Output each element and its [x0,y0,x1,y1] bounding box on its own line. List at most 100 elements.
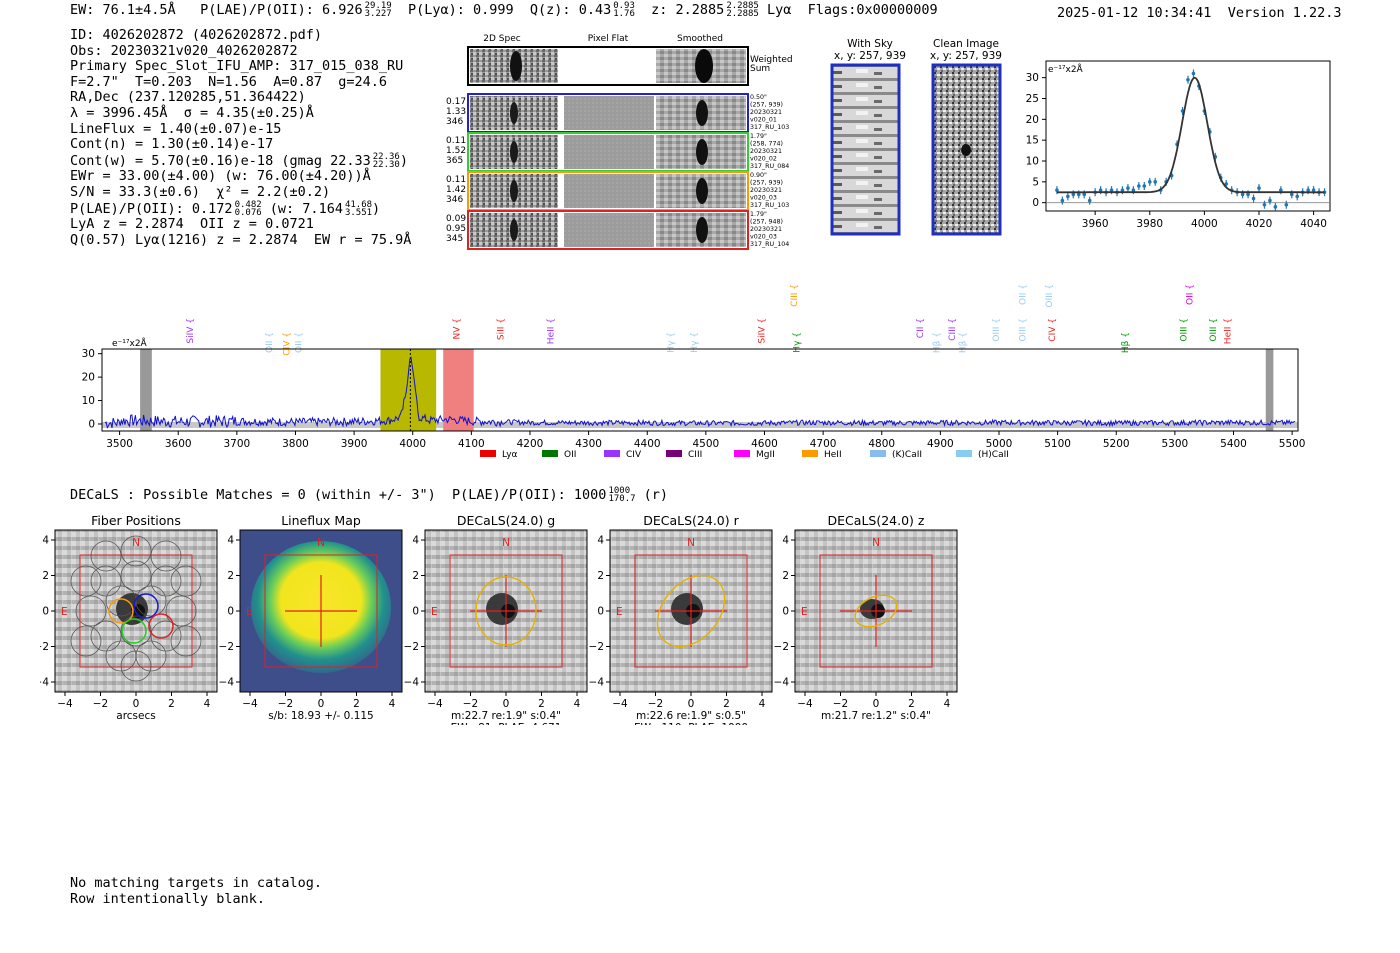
spec-x-tick-label: 5000 [986,438,1013,450]
info-lambda: λ = 3996.45Å σ = 4.35(±0.25)Å [70,104,314,121]
fit-model-curve [1056,76,1325,194]
legend-label: (H)CaII [978,450,1009,460]
info-lineflux: LineFlux = 1.40(±0.07)e-15 [70,120,282,137]
line-fit-plot: e⁻¹⁷x2Å 3960 3980 4000 4020 4040 0 5 10 15 20 25 30 [1026,60,1331,230]
fiber-circle [165,595,197,627]
cutout-pixelflat [564,96,654,130]
spectrum-line [104,356,1296,429]
stamp-x-tick-label: −2 [278,698,293,710]
spec-x-tick-label: 4200 [517,438,544,450]
cutout-pixelflat [564,174,654,208]
z-range: 2.2885 2.2885 [726,1,759,19]
line-mark-label: Hβ { [1121,332,1131,353]
fit-y-tick-label: 5 [1032,176,1039,188]
clean-title: Clean Image [933,38,999,50]
spec-x-tick-label: 5500 [1279,438,1306,450]
north-label: N [317,537,325,549]
fiber-highlight [133,593,159,619]
info-primary: Primary Spec_Slot_IFU_AMP: 317_015_038_R… [70,58,404,75]
line-mark-label: OIII { [992,318,1002,342]
stamp-x-tick-label: 0 [503,698,510,710]
stamp-panel: DECaLS(24.0) g N E −4 4 −2 2 0 0 2 −2 4 −4 m:22.7 re:… [404,513,588,725]
east-label: E [801,606,808,618]
stamp-y-tick-label: −4 [219,677,235,689]
stamp-caption: arcsecs [116,710,155,722]
cutout-meta: 0.90" [750,172,767,179]
fit-data-point [1137,184,1141,188]
north-label: N [872,537,880,549]
legend-swatch [604,450,620,457]
cutout-grid: 2D Spec Pixel Flat Smoothed Weighted Sum… [446,34,793,250]
aperture-box [449,554,563,668]
fit-x-tick-label: 4020 [1246,218,1273,230]
stamp-y-tick-label: −4 [404,677,420,689]
fit-data-point [1273,205,1278,209]
fiber-circle [150,540,182,572]
fit-data-point [1153,180,1158,184]
info-obs: Obs: 20230321v020_4026202872 [70,42,298,59]
stamp-y-tick-label: 2 [42,570,49,582]
cutout-smoothed-source [696,217,708,243]
stamp-title: DECaLS(24.0) r [643,513,739,528]
fit-data-point [1186,77,1190,82]
east-label: E [431,606,438,618]
fit-data-point [1246,192,1250,197]
masked-region-left [140,349,152,431]
clean-xy: x, y: 257, 939 [930,50,1002,62]
image-stamps: Fiber Positions N E −4 4 −2 2 0 0 2 −2 4 −4 arcsecs Li… [40,513,958,725]
stamp-y-tick-label: 0 [782,606,789,618]
fit-data-point [1295,194,1300,199]
fit-x-tick-label: 3960 [1082,218,1109,230]
stamp-caption: m:21.7 re:1.2" s:0.4" [821,710,931,722]
stamp-y-tick-label: −2 [404,641,419,653]
north-label: N [687,537,695,549]
stamp-caption: m:22.7 re:1.9" s:0.4" [451,710,561,722]
fiber-circle [120,560,152,592]
stamp-y-tick-label: 2 [597,570,604,582]
fiber-circle [135,640,167,672]
line-name: Lyα [766,2,792,18]
stamp-x-tick-label: 0 [688,698,695,710]
stamp-y-tick-label: 4 [597,535,604,547]
sky-panels: With Sky x, y: 257, 939 Clean Image x, y… [830,38,1002,236]
lya-window-band [380,349,437,431]
fit-data-point [1060,198,1065,203]
legend-label: CIV [626,450,642,460]
fit-data-point [1131,188,1136,192]
detection-summary-line: EW: 76.1±4.5Å P(LAE)/P(OII): 6.926 29.19 3… [70,1,938,19]
fit-data-point [1066,194,1070,199]
stamp-x-tick-label: −2 [463,698,478,710]
fit-data-point [1311,188,1316,192]
cutout-meta: v020_02 [750,156,777,163]
fiber-circle [120,650,152,682]
fit-data-point [1071,192,1076,197]
fit-y-tick-label: 10 [1026,156,1039,168]
line-mark-label: OIII { [1180,318,1190,342]
line-mark-label: Hβ { [959,332,969,353]
cutout-meta: (257, 948) [750,219,783,226]
stamp-y-tick-label: −4 [40,677,49,689]
stamp-x-tick-label: 4 [759,698,766,710]
info-q: Q(0.57) Lyα(1216) z = 2.2874 EW r = 75.9… [70,231,412,248]
spec-y-tick-label: 10 [82,395,95,407]
source-ellipse [475,576,537,646]
spec-x-tick-label: 5400 [1220,438,1247,450]
plya-value: P(Lyα): 0.999 [407,2,514,18]
line-mark-label: HeII { [1224,318,1234,344]
stamp-panel: DECaLS(24.0) z N E −4 4 −2 2 0 0 2 −2 4 −4 m:21.7 re:… [774,513,958,722]
fit-data-point [1279,188,1283,192]
spec-x-tick-label: 5200 [1103,438,1130,450]
plae-value: P(LAE)/P(OII): 6.926 [200,2,363,18]
stamp-title: DECaLS(24.0) z [828,513,925,528]
weighted-sum-row: Weighted Sum [467,46,793,86]
spec-x-tick-label: 4500 [692,438,719,450]
legend-swatch [666,450,682,457]
legend-label: CIII [688,450,702,460]
fiber-circle [170,625,202,657]
cutout-meta: 317_RU_084 [750,163,789,170]
cutout-weight: 0.11 [446,136,466,146]
stamp-y-tick-label: 4 [782,535,789,547]
